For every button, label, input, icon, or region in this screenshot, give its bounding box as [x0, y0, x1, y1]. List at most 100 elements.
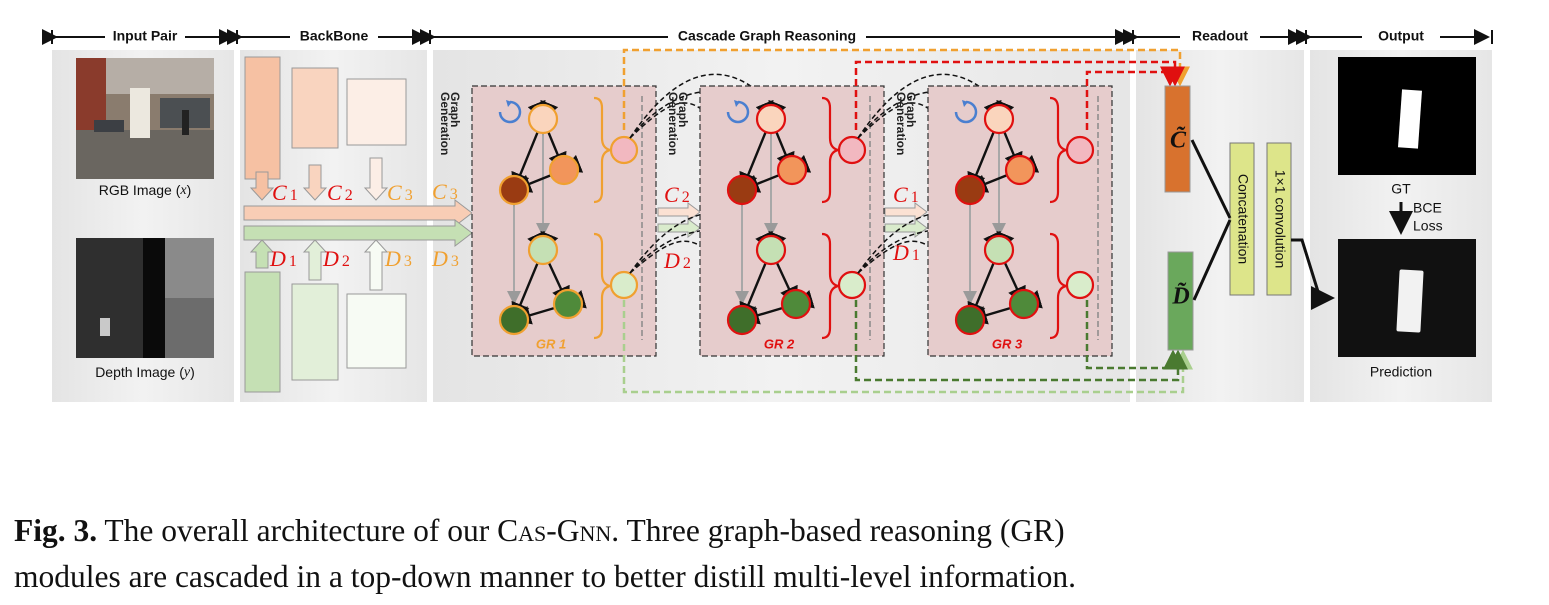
- conv-block: [1266, 142, 1292, 296]
- caption-line-1: Fig. 3. The overall architecture of our …: [14, 513, 1065, 548]
- gr1-node-d3: [498, 304, 530, 336]
- dashed-link-gr3-d: [1085, 300, 1183, 370]
- arrow-c-to-concat: [1190, 139, 1232, 219]
- gr2-label: GR 2: [764, 336, 795, 351]
- concatenation-block: [1229, 142, 1255, 296]
- prediction-mask: [1396, 269, 1424, 333]
- concatenation-label: Concatenation: [1235, 174, 1251, 264]
- section-header-bar: [42, 29, 1493, 45]
- prediction-label: Prediction: [1370, 364, 1432, 380]
- gr1-node-c3: [498, 174, 530, 206]
- dashed-link-gr3-c: [1085, 66, 1180, 130]
- rgb-feature-block-1: [244, 56, 281, 180]
- depth-feature-block-1: [244, 271, 281, 393]
- dashed-link-gr1-d: [622, 300, 1193, 394]
- gr2-node-d2: [780, 288, 812, 320]
- gr2-node-c2: [776, 154, 808, 186]
- depth-image-label: Depth Image (y): [95, 364, 195, 381]
- gr1-output-node-c: [609, 135, 639, 165]
- depth-feature-block-3: [346, 293, 407, 369]
- section-title-input-pair: Input Pair: [113, 28, 178, 44]
- gr3-output-node-d: [1065, 270, 1095, 300]
- depth-image: [76, 238, 214, 358]
- depth-feature-stream: [243, 218, 473, 248]
- architecture-diagram: Input Pair BackBone Cascade Graph Reason…: [42, 28, 1493, 402]
- rgb-feature-block-3: [346, 78, 407, 146]
- section-title-output: Output: [1378, 28, 1424, 44]
- stream-arrow-c1: [884, 202, 928, 222]
- gr3-graph-label: Graph: [904, 92, 918, 127]
- arrow-d-to-concat: [1192, 219, 1232, 301]
- up-arrow-d3: [363, 239, 389, 291]
- readout-d-block: [1167, 251, 1194, 351]
- gr1-node-d2: [552, 288, 584, 320]
- gr2-refresh-icon-head: [734, 100, 740, 107]
- up-arrow-d1: [249, 239, 275, 269]
- rgb-feature-block-2: [291, 67, 339, 149]
- gr2-node-c3: [726, 174, 758, 206]
- gr1-output-node-d: [609, 270, 639, 300]
- readout-c-block: [1164, 85, 1191, 193]
- model-name: Cas-Gnn: [497, 513, 612, 548]
- section-title-cascade: Cascade Graph Reasoning: [678, 28, 856, 44]
- gr3-label: GR 3: [992, 336, 1023, 351]
- readout-c-label: C̃: [1170, 128, 1187, 154]
- gr3-node-d1: [983, 234, 1015, 266]
- gr1-node-c1: [527, 103, 559, 135]
- depth-feature-block-2: [291, 283, 339, 381]
- bce-label: BCE: [1413, 200, 1442, 216]
- up-arrow-d2: [302, 239, 328, 281]
- gr1-label: GR 1: [536, 336, 566, 351]
- rgb-image: [76, 58, 214, 179]
- down-arrow-c2: [302, 164, 328, 201]
- loss-label: Loss: [1413, 218, 1443, 234]
- gr2-node-d1: [755, 234, 787, 266]
- caption-label: Fig. 3.: [14, 513, 98, 548]
- gr3-node-c2: [1004, 154, 1036, 186]
- gr2-node-d3: [726, 304, 758, 336]
- gr1-node-d1: [527, 234, 559, 266]
- down-arrow-c3: [363, 157, 389, 201]
- conv-label: 1×1 convolution: [1272, 170, 1288, 268]
- gt-label: GT: [1391, 181, 1411, 197]
- gr3-node-d3: [954, 304, 986, 336]
- gr2-output-node-d: [837, 270, 867, 300]
- gr2-output-node-c: [837, 135, 867, 165]
- rgb-feature-stream: [243, 198, 473, 228]
- arrow-to-prediction: [1291, 238, 1335, 310]
- gr3-node-c3: [954, 174, 986, 206]
- gr2-node-c1: [755, 103, 787, 135]
- gr2-generation-label: Generation: [666, 92, 680, 155]
- down-arrow-c1: [249, 171, 275, 201]
- rgb-image-label: RGB Image (x): [99, 182, 192, 199]
- section-title-readout: Readout: [1192, 28, 1248, 44]
- gr1-generation-label: Generation: [438, 92, 452, 155]
- section-title-backbone: BackBone: [300, 28, 369, 44]
- gr1-node-c2: [548, 154, 580, 186]
- gr3-generation-label: Generation: [894, 92, 908, 155]
- dashed-link-gr2-d: [854, 300, 1188, 382]
- gr3-node-d2: [1008, 288, 1040, 320]
- gt-mask: [1398, 89, 1422, 149]
- gr3-output-node-c: [1065, 135, 1095, 165]
- gr3-refresh-icon-head: [962, 100, 968, 107]
- gr3-node-c1: [983, 103, 1015, 135]
- readout-d-label: D̃: [1171, 284, 1189, 310]
- gr1-refresh-icon-head: [506, 100, 512, 107]
- caption-line-2: modules are cascaded in a top-down manne…: [14, 559, 1076, 594]
- stream-arrow-c2: [657, 202, 701, 222]
- figure-caption: Fig. 3. The overall architecture of our …: [14, 508, 1539, 600]
- gr1-graph-label: Graph: [448, 92, 462, 127]
